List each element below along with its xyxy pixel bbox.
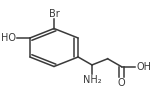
Text: OH: OH — [136, 62, 151, 72]
Text: NH₂: NH₂ — [83, 75, 101, 85]
Text: O: O — [118, 78, 125, 88]
Text: HO: HO — [1, 33, 16, 43]
Text: Br: Br — [49, 9, 59, 19]
